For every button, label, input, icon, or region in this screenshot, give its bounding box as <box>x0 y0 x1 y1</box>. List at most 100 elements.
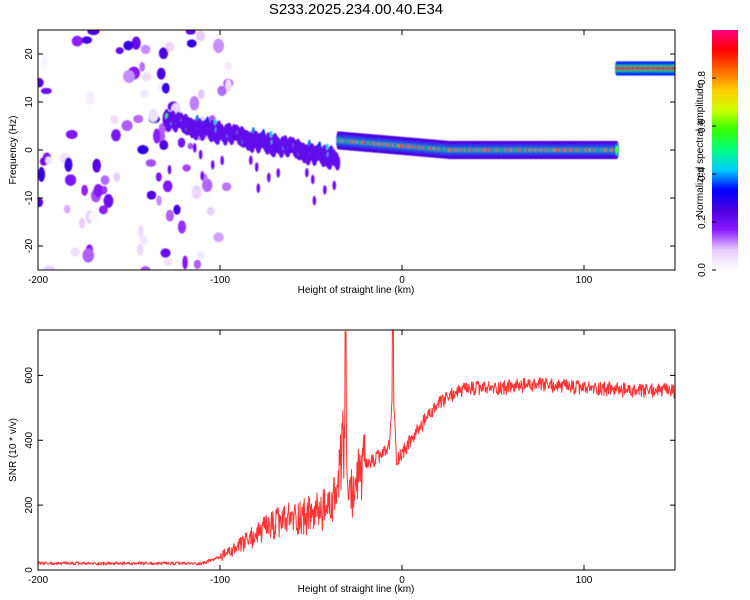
heatmap-cell <box>276 168 281 178</box>
heatmap-cell <box>43 265 55 270</box>
heatmap-cell <box>148 109 159 122</box>
heatmap-cell <box>187 142 194 150</box>
heatmap-y-axis-label: Frequency (Hz) <box>8 116 19 185</box>
heatmap-cell <box>312 195 317 206</box>
heatmap-cell <box>123 40 134 51</box>
heatmap-cell <box>615 147 619 153</box>
heatmap-y-ticks: -20 -10 0 10 20 <box>24 48 675 253</box>
heatmap-cell <box>121 120 133 131</box>
heatmap-cell <box>79 217 85 229</box>
snr-x-tick-label: 0 <box>399 575 405 586</box>
colorbar-label: Normalized spectral amplitude <box>695 82 706 217</box>
snr-y-axis-label: SNR (10 * v/v) <box>8 418 19 482</box>
heatmap-cell <box>248 155 253 166</box>
snr-series-line <box>38 330 675 566</box>
heatmap-cell <box>63 204 71 214</box>
heatmap-cell <box>160 248 171 258</box>
heatmap-cell <box>205 116 209 124</box>
heatmap-cell <box>146 190 157 200</box>
heatmap-cell <box>161 82 170 94</box>
heatmap-cell <box>189 96 199 111</box>
heatmap-cell <box>156 67 166 80</box>
heatmap-cell <box>220 155 224 166</box>
heatmap-cell <box>254 162 259 172</box>
snr-y-tick-label: 0 <box>24 567 35 573</box>
snr-x-tick-label: -100 <box>210 575 230 586</box>
heatmap-cell <box>213 38 224 53</box>
heatmap-y-tick-label: 10 <box>24 96 35 108</box>
heatmap-cell <box>167 164 172 175</box>
heatmap-y-tick-label: 0 <box>24 147 35 153</box>
heatmap-x-tick-label: 0 <box>399 275 405 286</box>
colorbar-tick-label: 0.6 <box>697 119 708 133</box>
heatmap-cell <box>187 39 197 48</box>
heatmap-cell <box>71 35 83 47</box>
heatmap-cell <box>213 232 224 243</box>
colorbar-tick-label: 0.4 <box>697 167 708 181</box>
heatmap-cell <box>140 266 151 270</box>
heatmap-cell <box>115 47 124 54</box>
heatmap-y-tick-label: 20 <box>24 48 35 60</box>
heatmap-cell <box>38 167 45 182</box>
heatmap-cell <box>185 30 196 35</box>
heatmap-cell <box>269 130 273 138</box>
heatmap-cell <box>159 47 168 59</box>
heatmap-cell <box>207 206 215 216</box>
heatmap-cell <box>198 149 203 160</box>
snr-x-axis-label: Height of straight line (km) <box>298 584 415 595</box>
heatmap-cell <box>93 184 103 198</box>
heatmap-cell <box>145 159 156 167</box>
heatmap-cell <box>198 89 205 100</box>
heatmap-cell <box>103 194 114 208</box>
heatmap-y-tick-label: -20 <box>24 238 35 253</box>
heatmap-cell <box>209 167 217 177</box>
heatmap-cell <box>111 129 121 142</box>
heatmap-cell <box>38 197 44 208</box>
heatmap-frame <box>37 29 676 271</box>
heatmap-cell <box>318 141 322 149</box>
snr-x-tick-label: 100 <box>576 575 593 586</box>
colorbar: 0.0 0.2 0.4 0.6 0.8 Normalized spectral ampl… <box>695 30 738 277</box>
heatmap-cell <box>196 30 206 41</box>
heatmap-x-tick-label: -100 <box>210 275 230 286</box>
heatmap-cell <box>141 72 152 82</box>
heatmap-cell <box>138 224 144 238</box>
heatmap-cell <box>177 137 186 148</box>
snr-frame <box>37 329 676 571</box>
heatmap-cell <box>192 143 197 153</box>
heatmap-cell <box>140 89 149 99</box>
heatmap-y-tick-label: -10 <box>24 190 35 205</box>
heatmap-cell <box>38 77 44 88</box>
heatmap-cell <box>41 88 52 94</box>
heatmap-cell <box>262 128 265 136</box>
colorbar-ramp <box>712 30 738 270</box>
heatmap-cell <box>195 114 199 122</box>
heatmap-cells <box>38 30 675 270</box>
heatmap-cell <box>251 127 255 134</box>
heatmap-cell <box>182 164 191 172</box>
chart-title: S233.2025.234.00.40.E34 <box>269 1 443 18</box>
snr-y-tick-label: 200 <box>24 496 35 513</box>
heatmap-cell <box>110 115 119 124</box>
heatmap-x-tick-label: -200 <box>28 275 48 286</box>
heatmap-cell <box>85 91 95 105</box>
heatmap-cell <box>173 204 181 215</box>
snr-y-tick-label: 600 <box>24 367 35 384</box>
heatmap-cell <box>139 62 145 72</box>
heatmap-cell <box>332 180 337 191</box>
heatmap-cell <box>153 128 161 144</box>
heatmap-cell <box>113 172 120 182</box>
colorbar-tick-label: 0.8 <box>697 71 708 85</box>
heatmap-cell <box>182 255 188 270</box>
heatmap-cell <box>266 172 271 183</box>
heatmap-cell <box>66 130 78 139</box>
heatmap-cell <box>310 174 315 185</box>
colorbar-tick-label: 0.0 <box>697 263 708 277</box>
heatmap-cell <box>323 185 327 195</box>
heatmap-x-axis-label: Height of straight line (km) <box>298 285 415 296</box>
heatmap-cell <box>224 61 233 71</box>
heatmap-cell <box>202 178 213 193</box>
heatmap-cell <box>325 143 329 151</box>
heatmap-cell <box>307 139 311 147</box>
